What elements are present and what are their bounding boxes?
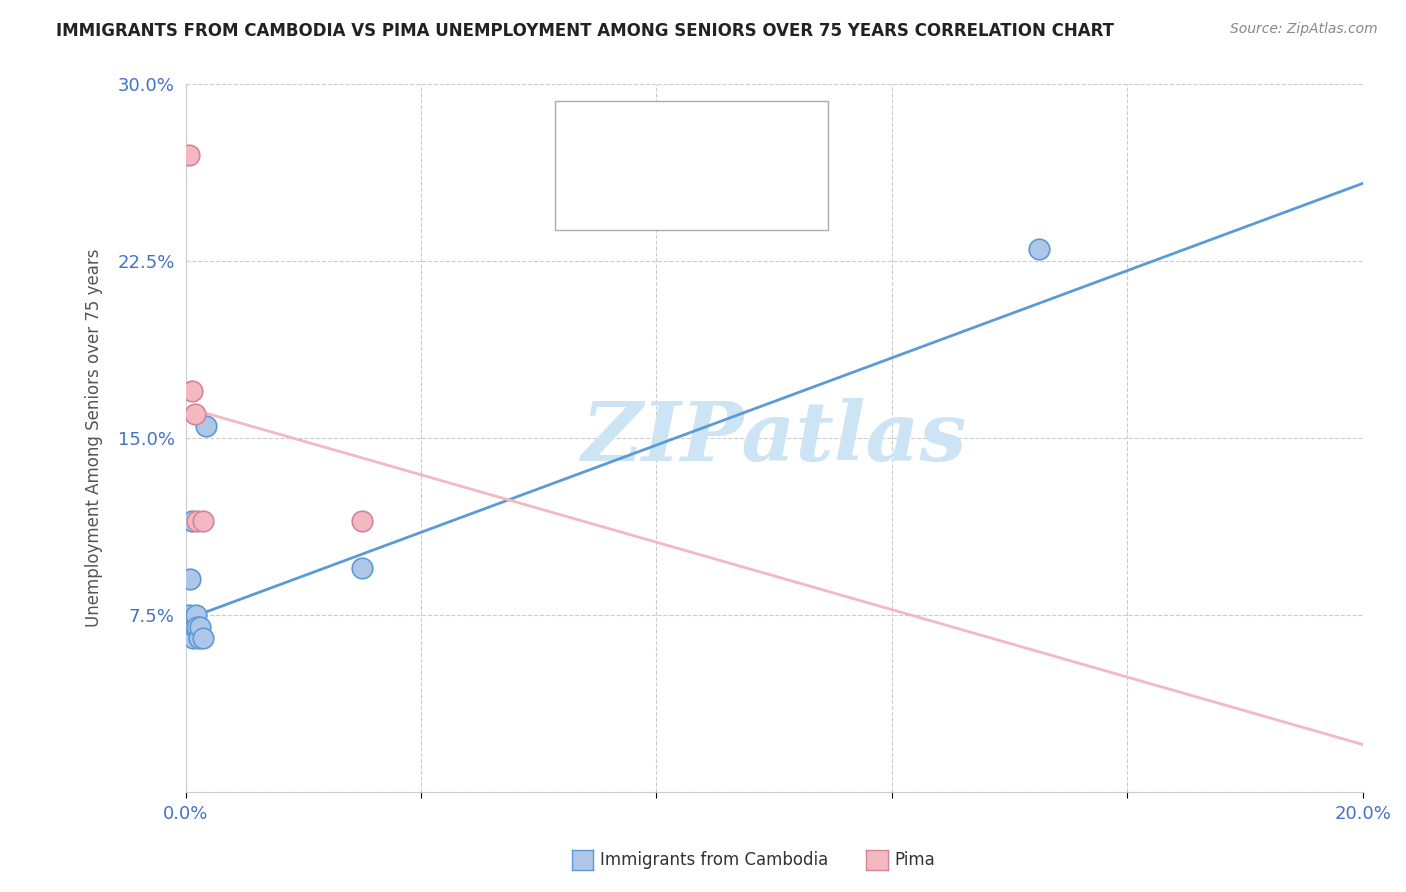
Point <box>183 408 205 422</box>
Text: ZIPatlas: ZIPatlas <box>581 398 967 478</box>
Point <box>179 573 201 587</box>
Text: Source: ZipAtlas.com: Source: ZipAtlas.com <box>1230 22 1378 37</box>
Point <box>186 514 208 528</box>
Point <box>186 619 208 633</box>
Text: R =: R = <box>609 180 645 198</box>
Text: N =: N = <box>710 180 758 198</box>
Point <box>193 632 215 646</box>
Text: Pima: Pima <box>894 851 935 869</box>
Text: 13: 13 <box>759 125 783 143</box>
Point <box>186 607 208 622</box>
Text: R =: R = <box>609 125 645 143</box>
Point <box>183 619 205 633</box>
Point <box>195 419 218 434</box>
Point <box>187 632 209 646</box>
Text: -0.256: -0.256 <box>651 180 710 198</box>
Text: 0.506: 0.506 <box>651 125 703 143</box>
Point <box>180 514 202 528</box>
Point <box>180 384 202 398</box>
Point <box>1028 243 1050 257</box>
Point <box>352 514 374 528</box>
Point <box>177 607 200 622</box>
Point <box>190 619 212 633</box>
Text: N =: N = <box>710 125 758 143</box>
Text: Immigrants from Cambodia: Immigrants from Cambodia <box>600 851 828 869</box>
Point <box>177 148 200 162</box>
Point <box>352 560 374 574</box>
Point <box>181 632 204 646</box>
Text: IMMIGRANTS FROM CAMBODIA VS PIMA UNEMPLOYMENT AMONG SENIORS OVER 75 YEARS CORREL: IMMIGRANTS FROM CAMBODIA VS PIMA UNEMPLO… <box>56 22 1114 40</box>
Text: 6: 6 <box>759 180 770 198</box>
Y-axis label: Unemployment Among Seniors over 75 years: Unemployment Among Seniors over 75 years <box>86 249 103 627</box>
Point <box>193 514 215 528</box>
